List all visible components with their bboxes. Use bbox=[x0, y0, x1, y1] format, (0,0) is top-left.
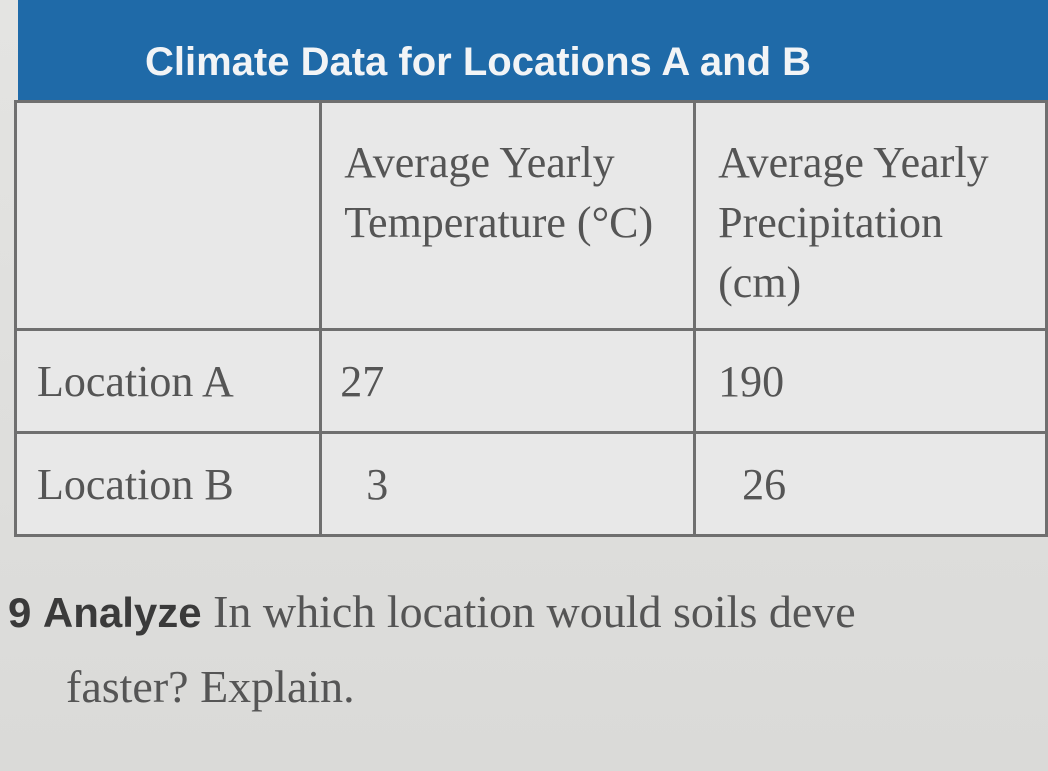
cell: 190 bbox=[693, 328, 1048, 434]
climate-table: Average Yearly Temperature (°C) Average … bbox=[13, 100, 1048, 537]
row-label: Location A bbox=[13, 328, 323, 434]
cell: 27 bbox=[319, 328, 697, 434]
question-line: faster? Explain. bbox=[66, 661, 355, 712]
data-row: Location A 27 190 bbox=[13, 328, 1048, 434]
header-row: Average Yearly Temperature (°C) Average … bbox=[13, 100, 1048, 331]
corner-cell bbox=[13, 100, 323, 331]
question-line: 9 Analyze In which location would soils … bbox=[8, 585, 856, 638]
question-number: 9 bbox=[8, 589, 32, 636]
cell: 26 bbox=[693, 431, 1048, 537]
question-text: In which location would soils deve bbox=[213, 586, 856, 637]
question-label: Analyze bbox=[42, 589, 202, 636]
table-title: Climate Data for Locations A and B bbox=[145, 40, 812, 84]
row-label: Location B bbox=[13, 431, 323, 537]
cell: 3 bbox=[319, 431, 697, 537]
header-cell: Average Yearly Temperature (°C) bbox=[319, 100, 697, 331]
title-bar bbox=[18, 0, 1048, 100]
data-row: Location B 3 26 bbox=[13, 431, 1048, 537]
header-cell: Average Yearly Precipitation (cm) bbox=[693, 100, 1048, 331]
